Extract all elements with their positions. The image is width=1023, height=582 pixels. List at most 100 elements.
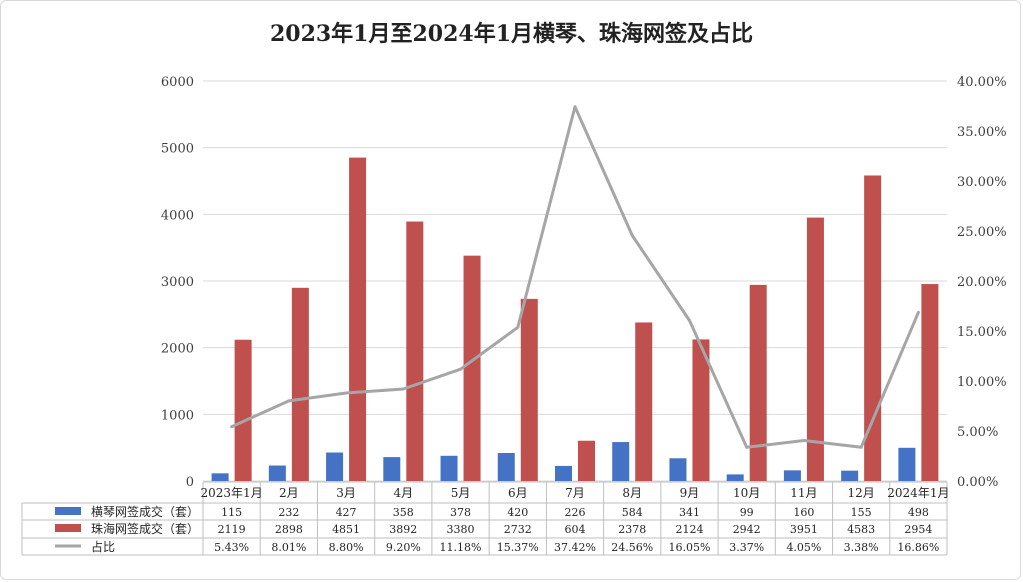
y2-tick-label: 25.00% bbox=[957, 225, 1007, 240]
table-cell: 155 bbox=[851, 506, 872, 519]
table-cell: 584 bbox=[622, 506, 643, 519]
category-label: 12月 bbox=[848, 486, 875, 500]
table-cell: 604 bbox=[565, 523, 586, 536]
table-cell: 3951 bbox=[790, 523, 818, 536]
bar-zhuhai bbox=[234, 339, 252, 481]
table-cell: 378 bbox=[450, 506, 471, 519]
y2-tick-label: 20.00% bbox=[957, 275, 1007, 290]
category-label: 3月 bbox=[336, 486, 356, 500]
category-label: 11月 bbox=[790, 486, 817, 500]
line-point bbox=[401, 387, 405, 391]
table-cell: 16.86% bbox=[897, 541, 939, 554]
bar-zhuhai bbox=[349, 157, 367, 481]
table-cell: 2378 bbox=[618, 523, 646, 536]
legend-swatch bbox=[55, 524, 81, 532]
bar-zhuhai bbox=[864, 175, 882, 481]
legend-swatch bbox=[55, 507, 81, 515]
y-tick-label: 2000 bbox=[161, 342, 194, 357]
y-tick-label: 0 bbox=[186, 475, 194, 490]
category-label: 10月 bbox=[733, 486, 760, 500]
bar-hengqin bbox=[211, 473, 229, 481]
y-tick-label: 5000 bbox=[161, 142, 194, 157]
category-label: 4月 bbox=[393, 486, 413, 500]
bar-zhuhai bbox=[291, 287, 309, 481]
table-cell: 37.42% bbox=[554, 541, 596, 554]
bar-hengqin bbox=[612, 442, 630, 481]
bar-hengqin bbox=[898, 447, 916, 481]
y2-tick-label: 40.00% bbox=[957, 75, 1007, 90]
bar-zhuhai bbox=[578, 440, 595, 481]
table-cell: 3892 bbox=[389, 523, 417, 536]
table-cell: 160 bbox=[793, 506, 814, 519]
y2-tick-label: 0.00% bbox=[957, 475, 998, 490]
category-label: 6月 bbox=[508, 486, 528, 500]
category-label: 8月 bbox=[622, 486, 642, 500]
bar-zhuhai bbox=[921, 284, 939, 481]
bar-zhuhai bbox=[635, 322, 653, 481]
category-label: 9月 bbox=[680, 486, 700, 500]
bar-hengqin bbox=[783, 470, 801, 481]
line-point bbox=[230, 425, 234, 429]
table-cell: 2119 bbox=[218, 523, 246, 536]
line-point bbox=[516, 325, 520, 329]
table-cell: 5.43% bbox=[214, 541, 249, 554]
table-cell: 498 bbox=[908, 506, 929, 519]
line-point bbox=[745, 445, 749, 449]
bar-zhuhai bbox=[749, 284, 767, 481]
table-cell: 427 bbox=[336, 506, 357, 519]
table-cell: 8.01% bbox=[271, 541, 306, 554]
table-cell: 4.05% bbox=[786, 541, 821, 554]
table-cell: 2124 bbox=[675, 523, 703, 536]
line-point bbox=[287, 399, 291, 403]
table-cell: 2954 bbox=[904, 523, 932, 536]
table-cell: 2942 bbox=[733, 523, 761, 536]
line-point bbox=[573, 105, 577, 109]
bar-zhuhai bbox=[406, 221, 424, 482]
category-label: 5月 bbox=[451, 486, 471, 500]
table-cell: 358 bbox=[393, 506, 414, 519]
legend-label: 横琴网签成交（套） bbox=[91, 504, 199, 519]
y2-tick-label: 35.00% bbox=[957, 125, 1007, 140]
bar-hengqin bbox=[841, 470, 859, 481]
table-cell: 99 bbox=[740, 506, 754, 519]
line-point bbox=[459, 367, 463, 371]
y-tick-label: 1000 bbox=[161, 408, 194, 423]
line-point bbox=[859, 445, 863, 449]
line-point bbox=[687, 319, 691, 322]
bar-hengqin bbox=[669, 458, 687, 481]
table-cell: 11.18% bbox=[440, 541, 482, 554]
table-cell: 15.37% bbox=[497, 541, 539, 554]
bar-zhuhai bbox=[520, 298, 538, 481]
y2-tick-label: 10.00% bbox=[957, 375, 1007, 390]
table-cell: 2732 bbox=[504, 523, 532, 536]
table-cell: 9.20% bbox=[386, 541, 421, 554]
table-cell: 16.05% bbox=[668, 541, 710, 554]
y-tick-label: 4000 bbox=[161, 208, 194, 223]
y-tick-label: 3000 bbox=[161, 275, 194, 290]
line-point bbox=[630, 233, 634, 237]
y2-tick-label: 15.00% bbox=[957, 325, 1007, 340]
bar-hengqin bbox=[555, 465, 572, 481]
bar-hengqin bbox=[497, 453, 515, 481]
table-cell: 232 bbox=[278, 506, 299, 519]
table-cell: 24.56% bbox=[611, 541, 653, 554]
table-cell: 4851 bbox=[332, 523, 360, 536]
category-label: 2024年1月 bbox=[887, 486, 949, 500]
line-point bbox=[344, 391, 348, 395]
chart-title: 2023年1月至2024年1月横琴、珠海网签及占比 bbox=[269, 21, 754, 47]
table-cell: 4583 bbox=[847, 523, 875, 536]
table-cell: 8.80% bbox=[329, 541, 364, 554]
line-point bbox=[802, 439, 806, 442]
bar-zhuhai bbox=[463, 255, 481, 481]
category-label: 2月 bbox=[279, 486, 299, 500]
table-cell: 420 bbox=[507, 506, 528, 519]
bar-hengqin bbox=[440, 455, 458, 481]
table-cell: 3380 bbox=[447, 523, 475, 536]
table-cell: 341 bbox=[679, 506, 700, 519]
y2-tick-label: 30.00% bbox=[957, 175, 1007, 190]
category-label: 2023年1月 bbox=[201, 486, 263, 500]
bar-hengqin bbox=[326, 452, 344, 481]
table-cell: 2898 bbox=[275, 523, 303, 536]
